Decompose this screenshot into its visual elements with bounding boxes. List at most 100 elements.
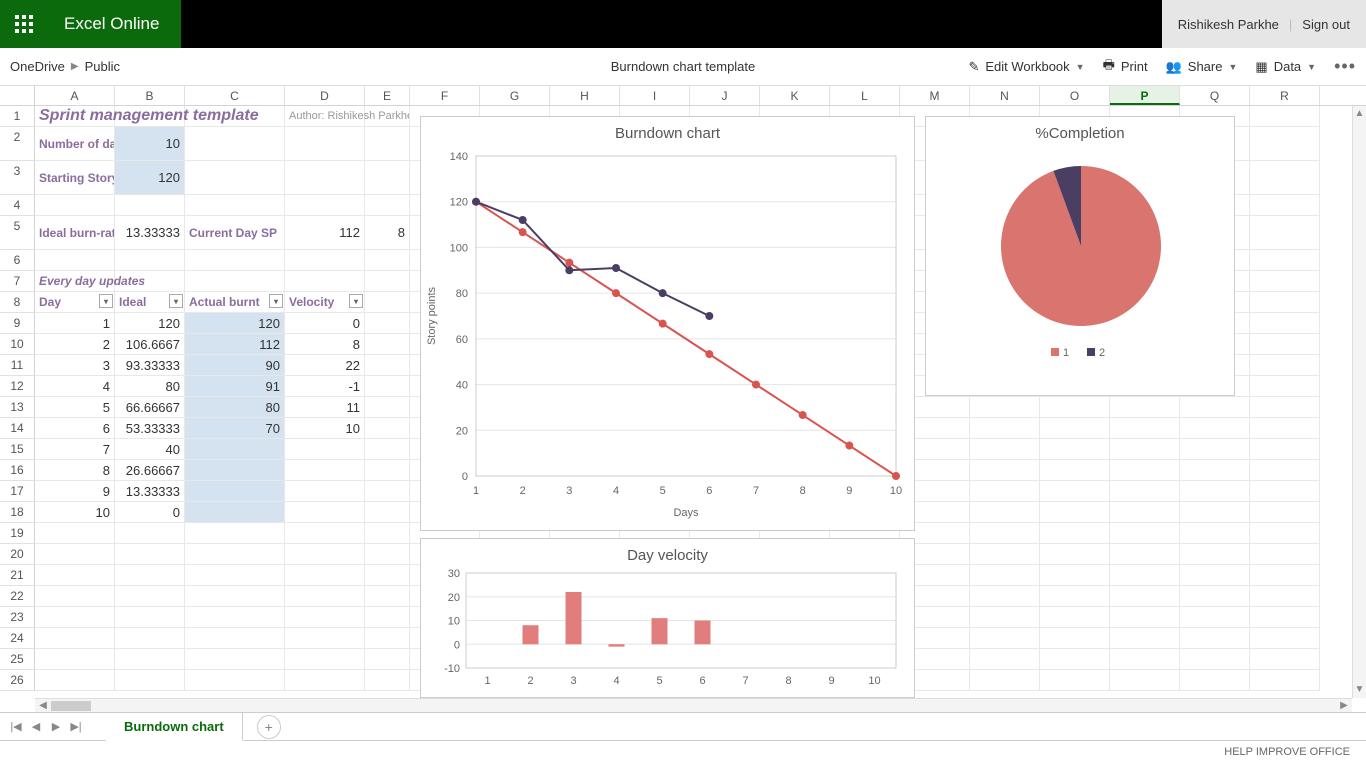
column-header-B[interactable]: B [115, 86, 185, 105]
add-sheet-button[interactable]: + [257, 715, 281, 739]
cell-C16[interactable] [185, 460, 285, 481]
cell-O22[interactable] [1040, 586, 1110, 607]
cell-R17[interactable] [1250, 481, 1320, 502]
cell-N17[interactable] [970, 481, 1040, 502]
cell-P13[interactable] [1110, 397, 1180, 418]
cell-D2[interactable] [285, 127, 365, 161]
cell-N22[interactable] [970, 586, 1040, 607]
cell-P19[interactable] [1110, 523, 1180, 544]
row-header-9[interactable]: 9 [0, 313, 35, 334]
row-header-20[interactable]: 20 [0, 544, 35, 565]
column-header-Q[interactable]: Q [1180, 86, 1250, 105]
overflow-button[interactable]: ••• [1334, 56, 1356, 77]
cell-E8[interactable] [365, 292, 410, 313]
column-header-C[interactable]: C [185, 86, 285, 105]
cell-C17[interactable] [185, 481, 285, 502]
cell-O18[interactable] [1040, 502, 1110, 523]
cell-R15[interactable] [1250, 439, 1320, 460]
cell-R4[interactable] [1250, 195, 1320, 216]
cell-A23[interactable] [35, 607, 115, 628]
cell-Q18[interactable] [1180, 502, 1250, 523]
cell-O15[interactable] [1040, 439, 1110, 460]
cell-A5[interactable]: Ideal burn-rate [35, 216, 115, 250]
cell-B21[interactable] [115, 565, 185, 586]
row-header-1[interactable]: 1 [0, 106, 35, 127]
row-header-2[interactable]: 2 [0, 127, 35, 161]
cell-R13[interactable] [1250, 397, 1320, 418]
cell-R6[interactable] [1250, 250, 1320, 271]
cell-N21[interactable] [970, 565, 1040, 586]
cell-D24[interactable] [285, 628, 365, 649]
cell-C2[interactable] [185, 127, 285, 161]
cell-O13[interactable] [1040, 397, 1110, 418]
row-header-24[interactable]: 24 [0, 628, 35, 649]
cell-N23[interactable] [970, 607, 1040, 628]
cell-B12[interactable]: 80 [115, 376, 185, 397]
sheet-nav-prev[interactable]: ◀ [26, 720, 46, 733]
vertical-scrollbar[interactable]: ▲ ▼ [1352, 106, 1366, 698]
scroll-up-icon[interactable]: ▲ [1353, 106, 1366, 122]
cell-E23[interactable] [365, 607, 410, 628]
scroll-down-icon[interactable]: ▼ [1353, 682, 1366, 698]
cell-B18[interactable]: 0 [115, 502, 185, 523]
cell-B23[interactable] [115, 607, 185, 628]
cell-R26[interactable] [1250, 670, 1320, 691]
share-button[interactable]: 👥 Share ▼ [1166, 59, 1238, 75]
scroll-right-icon[interactable]: ▶ [1336, 700, 1352, 711]
cell-C9[interactable]: 120 [185, 313, 285, 334]
cell-C12[interactable]: 91 [185, 376, 285, 397]
breadcrumb-folder[interactable]: Public [85, 59, 120, 74]
cell-B19[interactable] [115, 523, 185, 544]
cell-B8[interactable]: Ideal▾ [115, 292, 185, 313]
user-name[interactable]: Rishikesh Parkhe [1178, 17, 1279, 32]
cell-B14[interactable]: 53.33333 [115, 418, 185, 439]
column-header-J[interactable]: J [690, 86, 760, 105]
scroll-left-icon[interactable]: ◀ [35, 700, 51, 711]
cell-E9[interactable] [365, 313, 410, 334]
cell-R2[interactable] [1250, 127, 1320, 161]
cell-B6[interactable] [115, 250, 185, 271]
velocity-chart[interactable]: Day velocity -10010203012345678910 [420, 538, 915, 698]
cell-P15[interactable] [1110, 439, 1180, 460]
cell-N13[interactable] [970, 397, 1040, 418]
breadcrumb-root[interactable]: OneDrive [10, 59, 65, 74]
column-header-R[interactable]: R [1250, 86, 1320, 105]
cell-C21[interactable] [185, 565, 285, 586]
cell-D15[interactable] [285, 439, 365, 460]
row-header-12[interactable]: 12 [0, 376, 35, 397]
row-header-3[interactable]: 3 [0, 161, 35, 195]
row-header-26[interactable]: 26 [0, 670, 35, 691]
cell-D12[interactable]: -1 [285, 376, 365, 397]
sheet-nav-last[interactable]: ▶| [66, 720, 86, 733]
row-header-7[interactable]: 7 [0, 271, 35, 292]
cell-D1[interactable]: Author: Rishikesh Parkhe [285, 106, 410, 127]
cell-R12[interactable] [1250, 376, 1320, 397]
cell-A6[interactable] [35, 250, 115, 271]
cell-Q23[interactable] [1180, 607, 1250, 628]
cell-O23[interactable] [1040, 607, 1110, 628]
filter-button[interactable]: ▾ [99, 294, 113, 308]
cell-B16[interactable]: 26.66667 [115, 460, 185, 481]
cell-C13[interactable]: 80 [185, 397, 285, 418]
cell-D22[interactable] [285, 586, 365, 607]
column-header-O[interactable]: O [1040, 86, 1110, 105]
cell-D5[interactable]: 112 [285, 216, 365, 250]
cell-P18[interactable] [1110, 502, 1180, 523]
cell-R3[interactable] [1250, 161, 1320, 195]
cell-E15[interactable] [365, 439, 410, 460]
cell-A16[interactable]: 8 [35, 460, 115, 481]
cell-E4[interactable] [365, 195, 410, 216]
cell-Q17[interactable] [1180, 481, 1250, 502]
cell-B5[interactable]: 13.33333 [115, 216, 185, 250]
cell-B10[interactable]: 106.6667 [115, 334, 185, 355]
cell-A2[interactable]: Number of days [35, 127, 115, 161]
cell-N26[interactable] [970, 670, 1040, 691]
cell-N14[interactable] [970, 418, 1040, 439]
cell-Q16[interactable] [1180, 460, 1250, 481]
completion-chart[interactable]: %Completion 12 [925, 116, 1235, 396]
cell-E5[interactable]: 8 [365, 216, 410, 250]
column-header-A[interactable]: A [35, 86, 115, 105]
cell-O16[interactable] [1040, 460, 1110, 481]
cell-A20[interactable] [35, 544, 115, 565]
cell-E2[interactable] [365, 127, 410, 161]
